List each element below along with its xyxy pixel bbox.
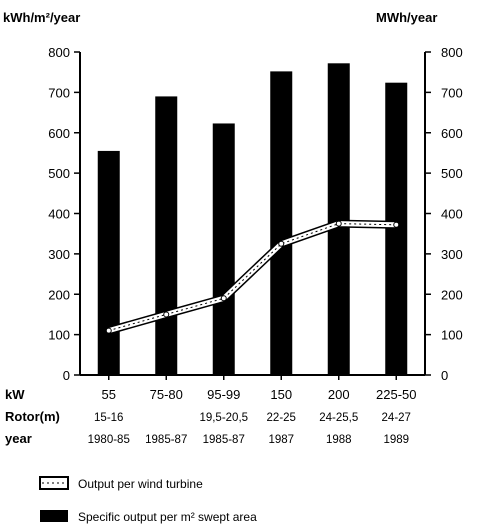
line-point	[220, 295, 227, 302]
left-tick-label: 200	[48, 287, 70, 302]
line-fill	[106, 221, 399, 334]
right-tick-label: 300	[441, 247, 463, 262]
right-tick-label: 0	[441, 368, 448, 383]
line-point	[393, 221, 400, 228]
row-value: 95-99	[207, 387, 240, 402]
line-point	[105, 327, 112, 334]
row-value: 1980-85	[88, 434, 130, 446]
left-tick-label: 600	[48, 126, 70, 141]
row-value: 200	[328, 387, 350, 402]
row-value: 24-27	[382, 412, 411, 424]
bar	[327, 63, 350, 376]
right-tick-label: 400	[441, 207, 463, 222]
bar	[97, 150, 120, 375]
row-value: 15-16	[94, 412, 123, 424]
left-tick-label: 300	[48, 247, 70, 262]
row-value: 24-25,5	[319, 412, 358, 424]
tick-group: 0 100 200 300 400 500 600 700 800 0 100 200 300 400 50…	[48, 45, 462, 383]
left-axis-title: kWh/m²/year	[3, 10, 80, 25]
legend: Output per wind turbine Specific output p…	[39, 476, 257, 524]
bar-group	[97, 63, 408, 376]
right-tick-label: 200	[441, 287, 463, 302]
row-value: 150	[270, 387, 292, 402]
row-value: 75-80	[150, 387, 183, 402]
right-tick-label: 700	[441, 85, 463, 100]
category-rows: kW 55 75-80 95-99 150 200 225-50 Rotor(m) 15-16 1…	[5, 387, 416, 446]
row-key: year	[5, 431, 32, 446]
line-point	[278, 240, 285, 247]
line-point	[163, 311, 170, 318]
line-group	[104, 219, 401, 335]
left-tick-label: 500	[48, 166, 70, 181]
row-key: kW	[5, 387, 25, 402]
row-value: 1985-87	[145, 434, 187, 446]
row-value: 1987	[268, 434, 294, 446]
row-value: 19,5-20,5	[199, 412, 248, 424]
row-value: 22-25	[267, 412, 296, 424]
row-value: 1989	[383, 434, 409, 446]
bar	[212, 123, 235, 376]
left-tick-label: 100	[48, 328, 70, 343]
right-tick-label: 500	[441, 166, 463, 181]
left-tick-label: 700	[48, 85, 70, 100]
right-tick-label: 800	[441, 45, 463, 60]
row-value: 225-50	[376, 387, 416, 402]
row-value: 1988	[326, 434, 352, 446]
legend-label-bar: Specific output per m² swept area	[78, 510, 257, 524]
bar	[270, 71, 293, 375]
left-tick-label: 400	[48, 207, 70, 222]
right-tick-label: 600	[441, 126, 463, 141]
right-tick-label: 100	[441, 328, 463, 343]
bar	[155, 96, 178, 375]
left-tick-label: 800	[48, 45, 70, 60]
row-value: 1985-87	[203, 434, 245, 446]
left-tick-label: 0	[63, 368, 70, 383]
row-value: 55	[102, 387, 116, 402]
legend-label-line: Output per wind turbine	[78, 477, 203, 491]
row-key: Rotor(m)	[5, 409, 60, 424]
legend-swatch-bar	[40, 510, 68, 522]
right-axis-title: MWh/year	[376, 10, 437, 25]
line-point	[335, 220, 342, 227]
bar	[385, 82, 408, 375]
line-outline	[104, 219, 401, 335]
